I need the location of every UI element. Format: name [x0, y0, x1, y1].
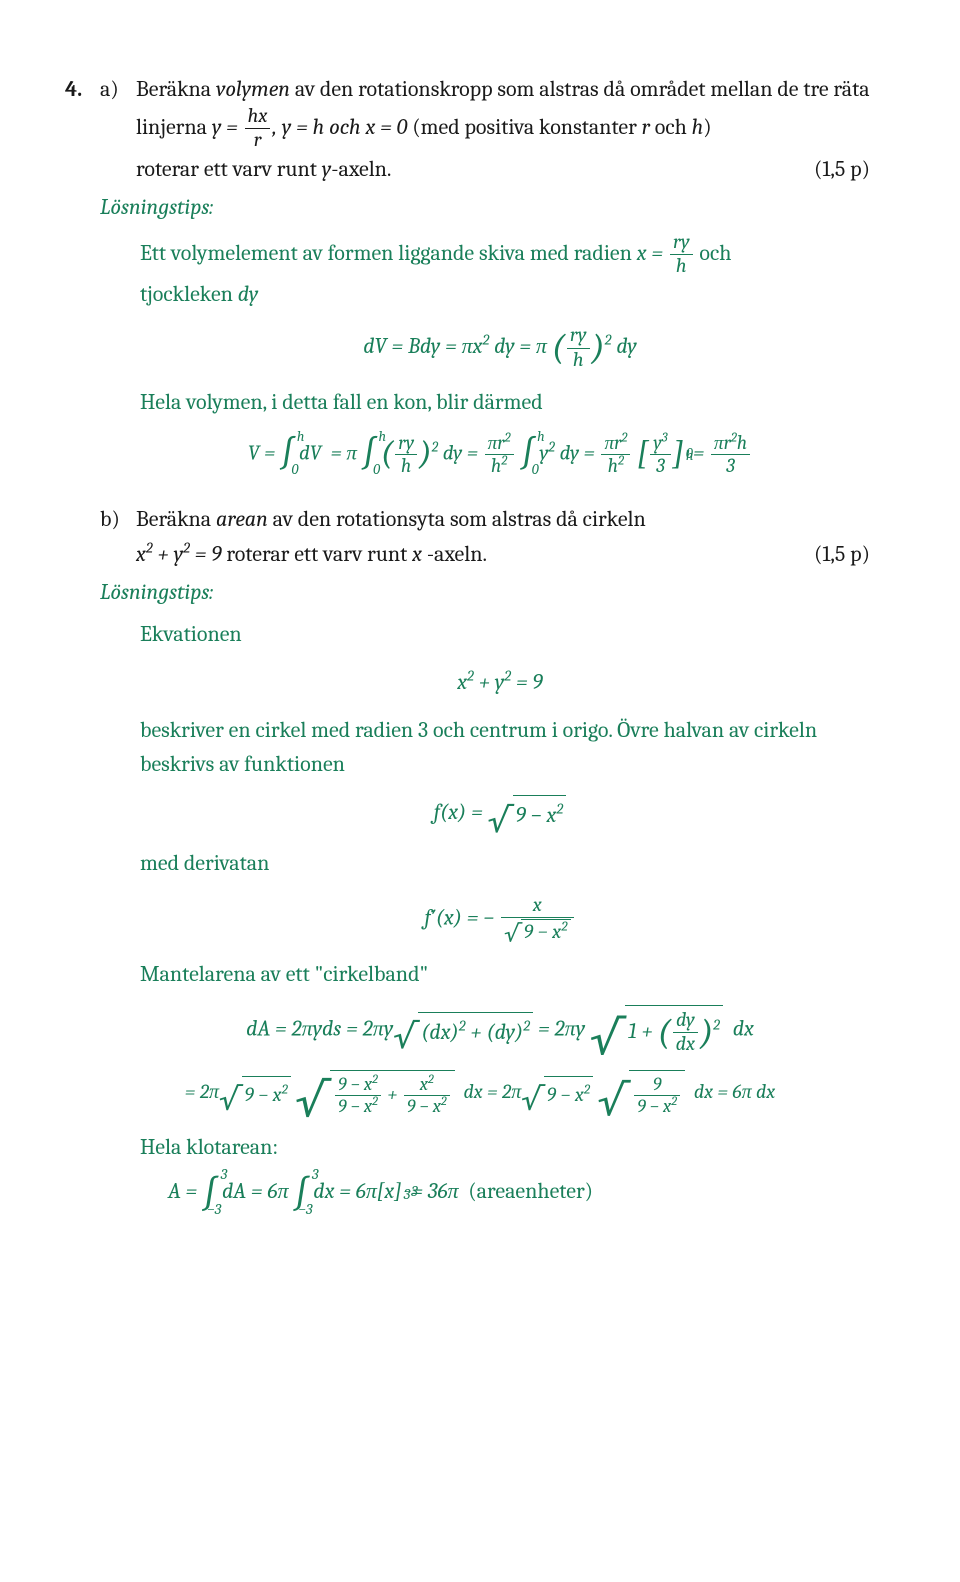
part-b-line2-wrap: x2 + y2 = 9 roterar ett varv runt x -axe… [136, 537, 798, 571]
sol-b-p5: Hela klotarean: [140, 1130, 860, 1164]
part-b-mid: av den rotationsyta som alstras då cirke… [268, 506, 646, 532]
sol-b-eq-A: A = ∫3−3 dA = 6π ∫3−3 dx = 6π[x]3−3 = 36… [140, 1174, 860, 1211]
part-b-eqline: x2 + y2 = 9 [136, 541, 222, 567]
sol-b-eq-fp: f′(x) = − x √9 − x2 [140, 895, 860, 943]
page: 4. a) Beräkna volymen av den rotationskr… [0, 0, 960, 1582]
hint-a: Lösningstips: [100, 190, 870, 224]
sol-b-p4: Mantelarena av ett "cirkelband" [140, 957, 860, 991]
part-a-pre: Beräkna [136, 76, 216, 102]
part-b: b) Beräkna arean av den rotationsyta som… [100, 502, 870, 570]
part-a-eq3: och x = 0 [324, 114, 407, 140]
solution-b: Ekvationen x2 + y2 = 9 beskriver en cirk… [140, 617, 860, 1212]
part-b-pre: Beräkna [136, 506, 216, 532]
part-a-h: h [692, 114, 704, 140]
sol-a-p1-line2: tjockleken [140, 281, 238, 307]
part-b-points: (1,5 p) [814, 537, 870, 571]
frac-den: h [670, 255, 693, 277]
part-a-volymen: volymen [216, 76, 290, 102]
hint-b: Lösningstips: [100, 575, 870, 609]
part-a-eq2: , y = h [272, 114, 324, 140]
part-a-line2: roterar ett varv runt [136, 156, 322, 182]
sol-a-p1-frac: ry h [668, 232, 695, 277]
part-b-text: Beräkna arean av den rotationsyta som al… [136, 502, 870, 570]
sol-a-p2: Hela volymen, i detta fall en kon, blir … [140, 385, 860, 419]
part-a: a) Beräkna volymen av den rotationskropp… [100, 72, 870, 186]
sol-a-eq-V: V = ∫h0 dV = π ∫h0 (ryh)2 dy = πr2h2 ∫h0… [140, 433, 860, 477]
part-a-text: Beräkna volymen av den rotationskropp so… [136, 72, 870, 186]
sol-a-dy: dy [238, 281, 258, 307]
part-a-och: och [650, 114, 692, 140]
part-a-yax: y [322, 156, 331, 182]
question-body: a) Beräkna volymen av den rotationskropp… [100, 72, 870, 1211]
part-a-r: r [642, 114, 650, 140]
sol-a-p1-eq-lhs: x = [637, 240, 663, 266]
frac-num: ry [670, 232, 693, 255]
sol-b-eq-chain: = 2π√9 − x2 √ 9 − x29 − x2 + x29 − x2 dx… [100, 1070, 860, 1117]
part-a-label: a) [100, 72, 128, 186]
part-a-points: (1,5 p) [814, 152, 870, 186]
frac-den: r [245, 129, 271, 151]
sol-a-p1: Ett volymelement av formen liggande skiv… [140, 232, 860, 312]
part-b-label: b) [100, 502, 128, 570]
sol-a-eq-dv: dV = Bdy = πx2 dy = π (ryh)2 dy [140, 325, 860, 370]
sol-b-eq-dA: dA = 2πyds = 2πy√(dx)2 + (dy)2 = 2πy √1 … [140, 1005, 860, 1055]
part-a-line2-wrap: roterar ett varv runt y-axeln. [136, 152, 798, 186]
part-a-line2-tail: -axeln. [331, 156, 391, 182]
solution-a: Ett volymelement av formen liggande skiv… [140, 232, 860, 477]
sol-b-p1: Ekvationen [140, 617, 860, 651]
part-b-line2: roterar ett varv runt [222, 541, 413, 567]
part-b-line2-row: x2 + y2 = 9 roterar ett varv runt x -axe… [136, 537, 870, 571]
part-b-arean: arean [216, 506, 268, 532]
sol-a-p1-post: och [699, 240, 731, 266]
part-a-eq1-lhs: y = [212, 114, 238, 140]
sol-b-eq1: x2 + y2 = 9 [140, 665, 860, 699]
part-a-line2-row: roterar ett varv runt y-axeln. (1,5 p) [136, 152, 870, 186]
question-number: 4. [65, 72, 82, 106]
sol-b-p2: beskriver en cirkel med radien 3 och cen… [140, 713, 860, 781]
sol-b-eq-f: f(x) = √9 − x2 [140, 795, 860, 832]
sol-b-p3: med derivatan [140, 846, 860, 880]
part-a-mid2: (med positiva konstanter [407, 114, 641, 140]
part-b-line2-tail: -axeln. [427, 541, 487, 567]
part-a-eq1-frac: hx r [243, 106, 273, 151]
part-b-xax: x [412, 541, 427, 567]
sol-a-p1-pre: Ett volymelement av formen liggande skiv… [140, 240, 637, 266]
frac-num: hx [245, 106, 271, 129]
part-a-close: ) [703, 114, 711, 140]
